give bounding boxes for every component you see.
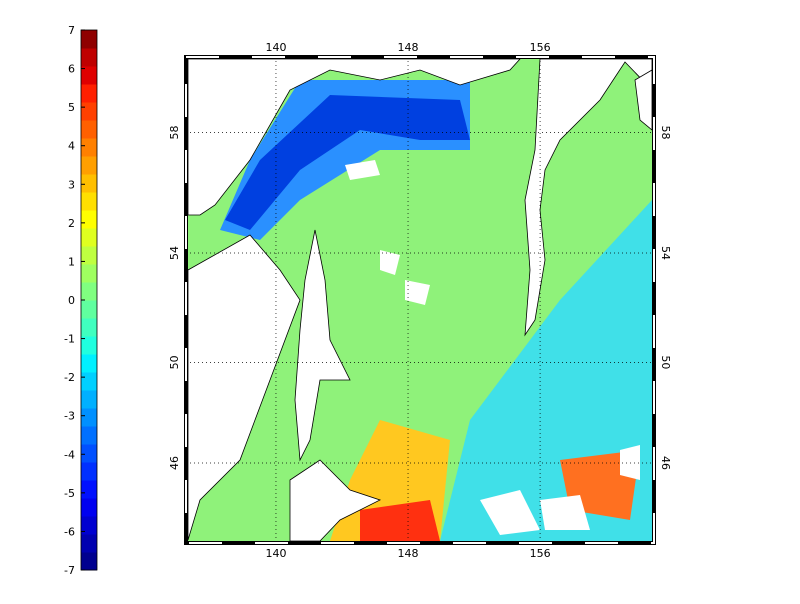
colorbar-swatch [81,372,97,391]
colorbar-swatch [81,246,97,265]
colorbar-swatch [81,264,97,283]
colorbar-swatch [81,138,97,157]
colorbar-swatch [81,534,97,553]
land [634,69,652,131]
colorbar-swatch [81,174,97,193]
lon-label-top: 148 [398,41,419,54]
colorbar-swatch [81,192,97,211]
lat-label-right: 58 [659,125,672,139]
lon-label-bottom: 148 [398,547,419,560]
colorbar-tick-label: 6 [68,63,75,76]
colorbar-swatch [81,444,97,463]
colorbar-swatch [81,336,97,355]
lat-label-right: 50 [659,355,672,369]
colorbar-tick-label: 5 [68,101,75,114]
colorbar-tick-label: 0 [68,294,75,307]
lat-label-right: 54 [659,246,672,260]
lat-label-left: 54 [168,246,181,260]
colorbar-swatch [81,390,97,409]
colorbar-swatch [81,480,97,499]
colorbar-swatch [81,300,97,319]
colorbar-tick-label: 1 [68,255,75,268]
colorbar-swatch [81,498,97,517]
land [289,459,382,541]
land [188,234,301,541]
lon-label-bottom: 156 [530,547,551,560]
colorbar-swatch [81,48,97,67]
colorbar-swatch [81,408,97,427]
colorbar-swatch [81,354,97,373]
colorbar-tick-label: 7 [68,24,75,37]
colorbar-swatch [81,102,97,121]
frame-pattern [185,56,655,544]
colorbar: -7 -6 -5 -4 -3 -2 -1 0 1 2 3 4 5 6 7 [64,24,98,577]
colorbar-tick-label: -6 [64,525,75,538]
colorbar-swatch [81,228,97,247]
colorbar-swatch [81,210,97,229]
colorbar-swatch [81,66,97,85]
lat-label-left: 50 [168,355,181,369]
colorbar-tick-label: -5 [64,487,75,500]
lat-label-left: 46 [168,456,181,470]
colorbar-tick-label: 2 [68,217,75,230]
colorbar-tick-label: -4 [64,448,75,461]
land [188,59,521,216]
lon-label-top: 140 [265,41,286,54]
lon-label-top: 156 [530,41,551,54]
colorbar-tick-label: -1 [64,333,75,346]
colorbar-swatch [81,120,97,139]
colorbar-tick-label: -2 [64,371,75,384]
lat-label-left: 58 [168,125,181,139]
colorbar-swatch [81,318,97,337]
colorbar-swatch [81,426,97,445]
colorbar-swatch [81,30,97,49]
colorbar-tick-label: 4 [68,140,75,153]
colorbar-swatch [81,84,97,103]
sea-anomaly [360,500,440,541]
lon-label-bottom: 140 [265,547,286,560]
colorbar-swatch [81,282,97,301]
map: 140 140 148 148 156 156 46 46 50 50 54 54 58 58 [168,41,672,560]
lat-label-right: 46 [659,456,672,470]
colorbar-tick-label: -3 [64,410,75,423]
sea-field [188,59,652,541]
colorbar-tick-label: 3 [68,178,75,191]
land [294,229,351,462]
colorbar-swatch [81,516,97,535]
sea-anomaly [225,95,470,230]
colorbar-swatch [81,462,97,481]
colorbar-tick-label: -7 [64,564,75,577]
colorbar-swatch [81,552,97,571]
colorbar-swatch [81,156,97,175]
